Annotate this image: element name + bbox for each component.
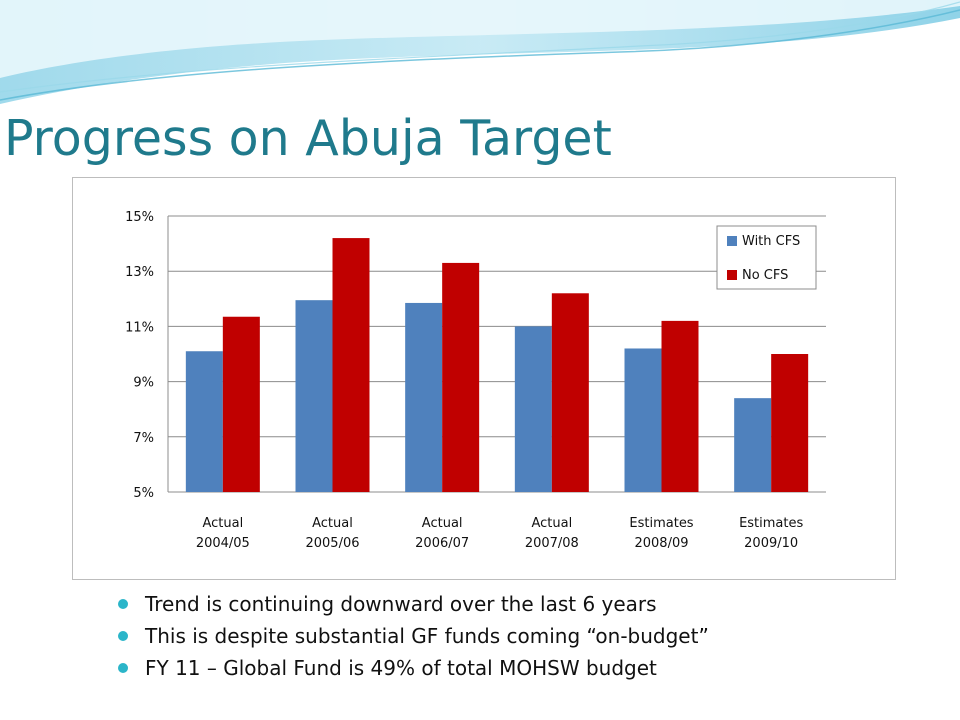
bar-with-cfs (185, 351, 223, 492)
x-tick-label: Actual (531, 516, 572, 531)
bar-with-cfs (514, 326, 552, 492)
y-tick-label: 5% (133, 486, 154, 501)
header-wave-decoration (0, 0, 960, 104)
bar-no-cfs (442, 262, 480, 492)
legend-label-with-cfs: With CFS (742, 234, 800, 249)
x-tick-label: Estimates (629, 516, 693, 531)
gridlines (167, 215, 826, 493)
x-tick-label: 2005/06 (305, 536, 359, 551)
bullet-dot-icon (118, 631, 128, 641)
x-tick-label: 2007/08 (525, 536, 579, 551)
legend-swatch-no-cfs (727, 270, 737, 280)
y-tick-label: 13% (125, 265, 154, 280)
bar-with-cfs (405, 302, 443, 492)
y-tick-label: 11% (125, 320, 154, 335)
slide-title: Progress on Abuja Target (4, 110, 612, 167)
bar-with-cfs (295, 300, 333, 492)
legend: With CFS No CFS (716, 225, 817, 290)
bar-with-cfs (734, 398, 772, 492)
bullet-dot-icon (118, 599, 128, 609)
x-tick-label: 2004/05 (196, 536, 250, 551)
y-tick-label: 9% (133, 376, 154, 391)
bar-no-cfs (661, 320, 699, 492)
x-tick-label: Actual (422, 516, 463, 531)
bullet-text: This is despite substantial GF funds com… (145, 624, 709, 648)
bar-no-cfs (332, 238, 370, 492)
bullet-dot-icon (118, 663, 128, 673)
bar-with-cfs (624, 348, 662, 492)
legend-label-no-cfs: No CFS (742, 268, 788, 283)
y-axis-ticks: 5% 7% 9% 11% 13% 15% (125, 210, 154, 501)
bullet-text: FY 11 – Global Fund is 49% of total MOHS… (145, 656, 657, 680)
bullet-item: FY 11 – Global Fund is 49% of total MOHS… (118, 652, 709, 684)
x-tick-label: Estimates (739, 516, 803, 531)
x-tick-label: 2008/09 (634, 536, 688, 551)
y-tick-label: 15% (125, 210, 154, 225)
bar-no-cfs (551, 293, 589, 492)
bar-no-cfs (222, 316, 260, 492)
x-tick-label: 2006/07 (415, 536, 469, 551)
x-tick-label: Actual (202, 516, 243, 531)
x-tick-label: 2009/10 (744, 536, 798, 551)
bar-no-cfs (771, 354, 809, 492)
y-tick-label: 7% (133, 431, 154, 446)
bar-chart: 5% 7% 9% 11% 13% 15% Actual 2004/05 Actual 2005/… (125, 210, 826, 551)
bullet-item: Trend is continuing downward over the la… (118, 588, 709, 620)
x-axis-ticks: Actual 2004/05 Actual 2005/06 Actual 2006/07 A… (196, 516, 804, 551)
x-tick-label: Actual (312, 516, 353, 531)
bullet-list: Trend is continuing downward over the la… (118, 588, 709, 684)
bullet-item: This is despite substantial GF funds com… (118, 620, 709, 652)
legend-swatch-with-cfs (727, 236, 737, 246)
bars (185, 238, 809, 492)
bullet-text: Trend is continuing downward over the la… (145, 592, 657, 616)
